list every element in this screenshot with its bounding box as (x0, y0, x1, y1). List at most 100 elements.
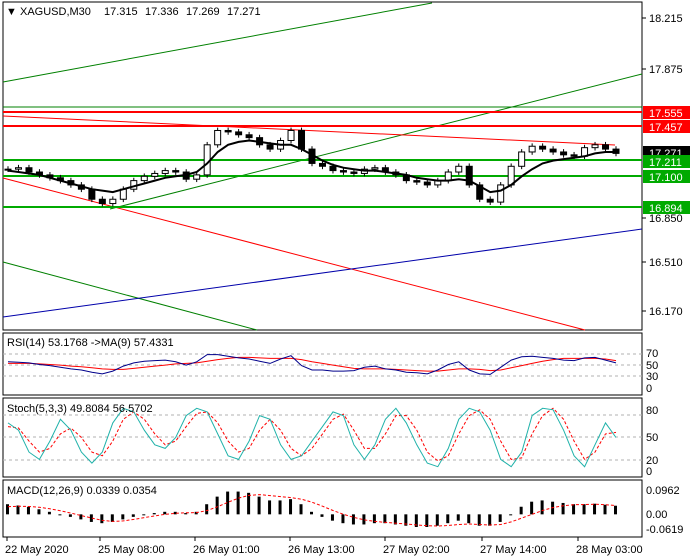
macd-bar (456, 514, 460, 521)
macd-bar (58, 514, 62, 516)
price-tag-17100-bg (643, 170, 690, 183)
macd-bar (593, 503, 597, 515)
candle-body (14, 167, 22, 170)
macd-bar (362, 514, 366, 525)
macd-bar (341, 514, 345, 524)
time-label: 27 May 02:00 (383, 544, 450, 556)
candle-body (560, 151, 568, 156)
macd-bar (163, 511, 167, 515)
stoch-main-line (7, 407, 617, 468)
macd-bar (519, 506, 523, 515)
candle-body (224, 129, 232, 133)
price-tag-17555: 17.555 (649, 108, 683, 120)
macd-panel-border (2, 479, 643, 538)
macd-bar (268, 500, 272, 515)
price-tag-16894-bg (643, 201, 690, 214)
candle-body (109, 198, 117, 205)
candle-body (339, 170, 347, 173)
candle-body (350, 171, 358, 174)
candle-body (465, 165, 473, 186)
stoch-title: Stoch(5,3,3) 49.8084 56.5702 (7, 403, 153, 415)
macd-tick: 0.0962 (646, 485, 680, 497)
candle-body (140, 175, 148, 182)
rsi-title: RSI(14) 53.1768 ->MA(9) 57.4331 (7, 337, 174, 349)
macd-bar (614, 505, 617, 515)
stoch-panel: Stoch(5,3,3) 49.8084 56.5702 80 50 20 0 (3, 403, 658, 478)
macd-bar (425, 514, 429, 527)
macd-bar (488, 514, 492, 526)
macd-bar (278, 500, 282, 515)
macd-bar (320, 514, 324, 517)
ohlc-open: 17.315 (104, 6, 138, 18)
macd-bar (540, 500, 544, 515)
falling-resistance-line (2, 115, 616, 146)
price-tick: 16.850 (649, 213, 683, 225)
macd-bar (603, 504, 607, 515)
ohlc-close: 17.271 (227, 6, 261, 18)
candle-body (25, 167, 33, 173)
time-label: 22 May 2020 (5, 544, 69, 556)
stoch-tick: 80 (646, 405, 658, 417)
macd-bar (582, 504, 586, 515)
macd-bar (330, 514, 334, 521)
macd-bar (131, 514, 135, 517)
candle-body (214, 129, 222, 146)
rsi-panel: RSI(14) 53.1768 ->MA(9) 57.4331 70 50 30… (3, 337, 658, 395)
price-tag-17211: 17.211 (649, 157, 682, 169)
rsi-tick: 70 (646, 348, 658, 360)
upper-channel-line (2, 2, 433, 83)
macd-bar (393, 514, 397, 525)
ohlc-high: 17.336 (145, 6, 179, 18)
main-price-axis: 18.215 17.875 16.850 16.510 16.170 (642, 13, 683, 318)
rsi-panel-border (2, 332, 643, 396)
macd-bar (247, 492, 251, 515)
stoch-tick: 20 (646, 455, 658, 467)
rsi-tick: 50 (646, 360, 658, 372)
macd-title: MACD(12,26,9) 0.0339 0.0354 (7, 485, 157, 497)
macd-bar (498, 514, 502, 522)
price-tag-17211-bg (643, 155, 690, 168)
blue-trend-line (2, 228, 643, 318)
candle-body (266, 144, 274, 150)
macd-bar (47, 511, 51, 515)
candle-body (476, 184, 484, 200)
candle-body (602, 144, 610, 150)
macd-bar (142, 514, 146, 516)
macd-bar (530, 501, 534, 515)
macd-bar (110, 514, 114, 522)
macd-bar (509, 514, 513, 516)
price-tag-16894: 16.894 (649, 203, 683, 215)
candle-body (497, 184, 505, 203)
macd-bar (572, 504, 576, 515)
time-label: 27 May 14:00 (480, 544, 547, 556)
macd-bar (26, 506, 30, 515)
macd-bar (299, 504, 303, 515)
ohlc-low: 17.269 (186, 6, 220, 18)
rsi-line (7, 354, 617, 375)
macd-bar (351, 514, 355, 525)
candle-body (172, 170, 180, 173)
candle-body (298, 129, 306, 150)
macd-bar (184, 513, 188, 515)
candle-body (539, 145, 547, 150)
symbol-label: XAGUSD,M30 (20, 6, 91, 18)
main-panel-border (2, 1, 643, 331)
macd-bar (79, 514, 83, 520)
macd-bar (6, 504, 9, 515)
candle-body (287, 129, 295, 142)
macd-bar (446, 514, 450, 524)
macd-signal-line (7, 494, 617, 527)
candle-body (549, 148, 557, 153)
time-label: 25 May 08:00 (98, 544, 165, 556)
price-tag-17555-bg (643, 106, 690, 119)
macd-bar (37, 509, 41, 515)
time-axis: 22 May 2020 25 May 08:00 26 May 01:00 26… (5, 537, 643, 556)
price-tag-17457-bg (643, 120, 690, 133)
price-tag-17457: 17.457 (649, 122, 683, 134)
candles-group (4, 127, 620, 207)
price-tag-17100: 17.100 (649, 172, 683, 184)
rising-channel-line (109, 73, 643, 210)
macd-bar (89, 514, 93, 522)
